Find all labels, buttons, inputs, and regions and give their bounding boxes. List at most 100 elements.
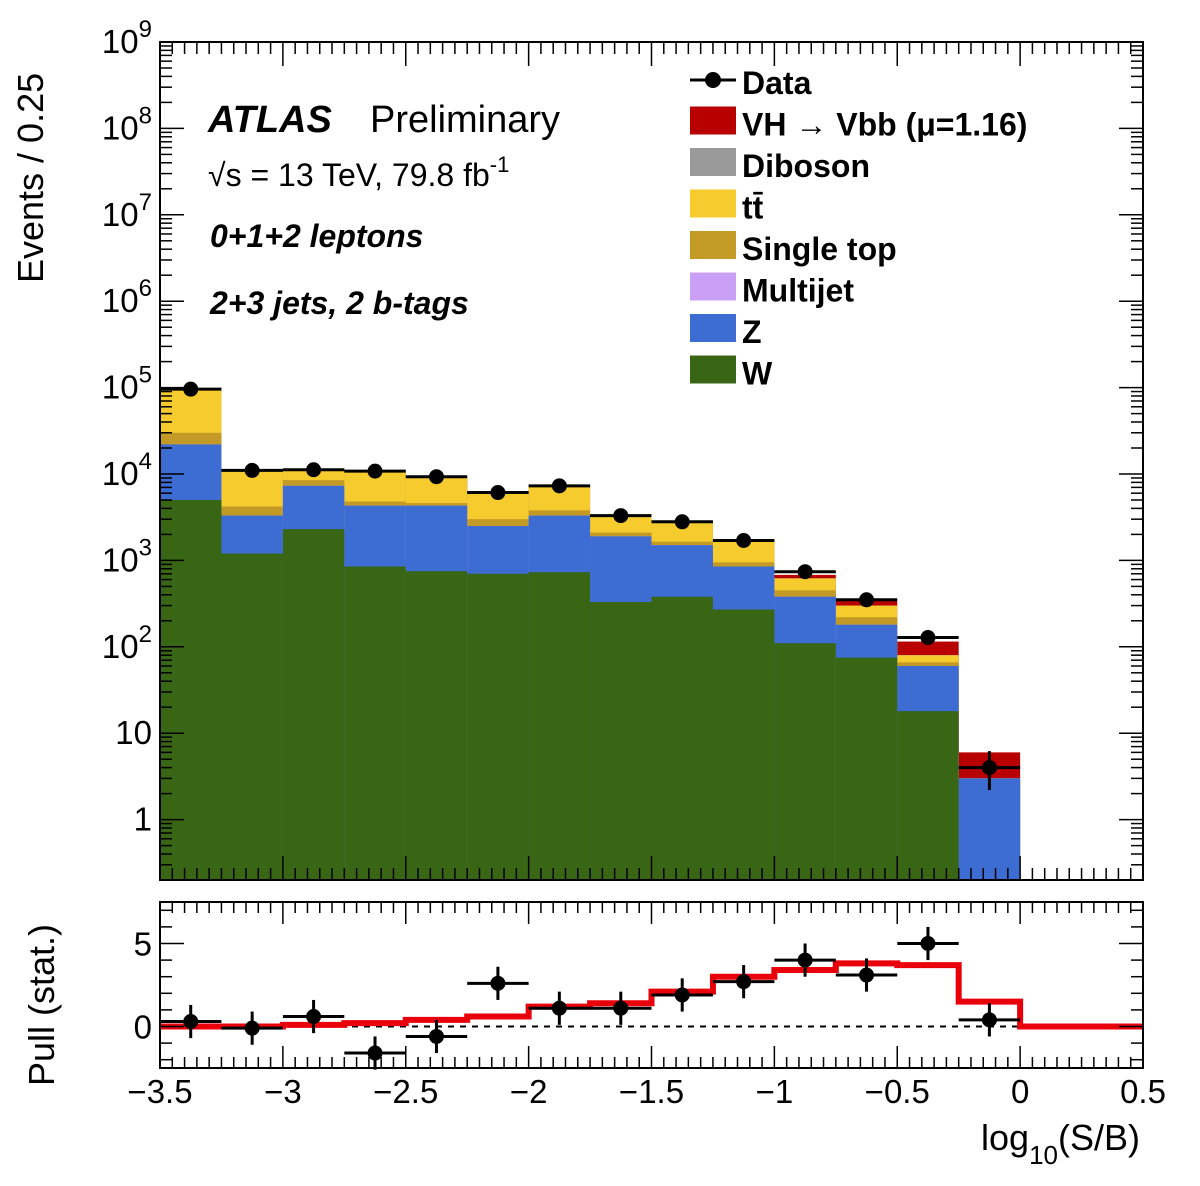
ytick-label-6: 106	[102, 275, 152, 319]
legend-swatch-1	[690, 106, 736, 135]
lumi-exponent: -1	[490, 152, 510, 177]
bar-w-12	[897, 711, 959, 880]
legend-swatch-7	[690, 355, 736, 384]
data-point-3	[367, 463, 383, 479]
data-point-11	[859, 592, 875, 608]
data-point-9	[736, 532, 752, 548]
pull-point-11	[859, 967, 875, 983]
ytick-label-2: 102	[102, 621, 152, 665]
sqrt-s: √s	[208, 157, 242, 193]
legend-swatch-2	[690, 148, 736, 176]
legend-swatch-4	[690, 231, 736, 259]
xtick-label-4: −1.5	[619, 1073, 684, 1110]
data-point-13	[981, 760, 997, 776]
xtick-label-2: −2.5	[373, 1073, 438, 1110]
ytick-exp: 5	[139, 362, 152, 389]
data-points	[160, 381, 1021, 791]
pull-point-0	[183, 1014, 199, 1030]
legend-label-1: VH → Vbb (μ=1.16)	[742, 107, 1027, 143]
xtick-label-0: −3.5	[127, 1073, 192, 1110]
lepton-label: 0+1+2 leptons	[210, 218, 423, 254]
pull-ylabel: Pull (stat.)	[21, 924, 62, 1086]
data-point-1	[244, 462, 260, 478]
data-point-6	[551, 478, 567, 494]
legend-label-6: Z	[742, 314, 762, 350]
bar-w-1	[221, 553, 283, 880]
pull-point-3	[367, 1045, 383, 1061]
pull-point-5	[490, 975, 506, 991]
data-point-2	[306, 462, 322, 478]
pull-point-4	[428, 1028, 444, 1044]
legend-swatch-3	[690, 189, 736, 218]
ytick-exp: 8	[139, 102, 152, 129]
legend: Data VH → Vbb (μ=1.16) Diboson tt̄ Single to…	[690, 65, 1027, 392]
ytick-base: 10	[102, 455, 139, 492]
ytick-exp: 9	[139, 16, 152, 43]
bar-w-3	[344, 566, 406, 880]
pull-point-1	[244, 1020, 260, 1036]
ytick-base: 10	[102, 541, 139, 578]
ytick-base: 10	[102, 369, 139, 406]
data-point-4	[428, 469, 444, 485]
ytick-exp: 2	[139, 621, 152, 648]
bar-w-7	[590, 602, 652, 880]
pull-point-9	[736, 974, 752, 990]
xtick-label-3: −2	[510, 1073, 548, 1110]
bar-w-5	[467, 573, 529, 880]
ytick-label-8: 108	[102, 102, 152, 146]
jets-label: 2+3 jets, 2 b-tags	[209, 285, 469, 321]
pull-point-6	[551, 1000, 567, 1016]
energy-label: √s = 13 TeV, 79.8 fb-1	[208, 152, 509, 193]
xtick-label-5: −1	[756, 1073, 794, 1110]
ytick-base: 10	[102, 109, 139, 146]
data-point-7	[613, 508, 629, 524]
legend-label-7: W	[742, 356, 773, 392]
top-ylabel: Events / 0.25	[10, 73, 51, 283]
bar-w-11	[835, 657, 898, 880]
pull-ytick-label-5: 5	[134, 926, 152, 963]
ytick-label-3: 103	[102, 534, 152, 578]
stacked-histogram	[160, 389, 1021, 880]
ytick-exp: 3	[139, 534, 152, 561]
preliminary-label: Preliminary	[370, 99, 560, 141]
data-point-5	[490, 485, 506, 501]
data-point-10	[797, 564, 813, 580]
ytick-exp: 6	[139, 275, 152, 302]
ytick-base: 10	[102, 23, 139, 60]
ytick-label-4: 104	[102, 448, 152, 492]
pull-point-8	[674, 987, 690, 1003]
ytick-label-1: 10	[115, 714, 152, 751]
energy-lumi: = 13 TeV, 79.8 fb	[242, 157, 490, 193]
pull-frame	[159, 901, 1144, 1069]
ytick-label-0: 1	[134, 801, 152, 838]
pull-ytick-label-0: 0	[134, 1009, 152, 1046]
pull-point-10	[797, 952, 813, 968]
legend-label-4: Single top	[742, 231, 897, 267]
legend-swatch-6	[690, 314, 736, 342]
xtick-label-6: −0.5	[865, 1073, 930, 1110]
xtick-label-8: 0.5	[1120, 1073, 1166, 1110]
legend-swatch-5	[690, 272, 736, 301]
data-point-12	[920, 630, 936, 646]
bar-w-4	[405, 571, 468, 880]
xaxis-title: log10(S/B)	[981, 1117, 1140, 1170]
data-point-0	[183, 381, 199, 397]
pull-point-13	[981, 1012, 997, 1028]
atlas-label: ATLAS	[207, 99, 332, 141]
bar-w-0	[160, 500, 222, 880]
pull-point-12	[920, 936, 936, 951]
legend-label-0: Data	[742, 65, 812, 101]
xtick-label-1: −3	[264, 1073, 302, 1110]
bar-w-6	[528, 572, 591, 880]
bar-z-13	[958, 778, 1021, 880]
pull-step-line	[160, 960, 1143, 1030]
legend-marker-dot	[705, 72, 721, 88]
ytick-base: 10	[102, 628, 139, 665]
legend-label-2: Diboson	[742, 148, 870, 184]
ytick-label-5: 105	[102, 362, 152, 406]
legend-label-3: tt̄	[742, 190, 764, 226]
legend-label-5: Multijet	[742, 273, 854, 309]
ytick-exp: 4	[139, 448, 152, 475]
ytick-base: 10	[102, 196, 139, 233]
